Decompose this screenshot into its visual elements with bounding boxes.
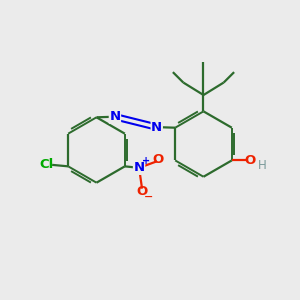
Text: Cl: Cl xyxy=(40,158,54,171)
Text: −: − xyxy=(144,192,153,202)
Text: N: N xyxy=(110,110,121,123)
Text: +: + xyxy=(142,156,150,166)
Text: O: O xyxy=(136,184,148,197)
Text: N: N xyxy=(151,121,162,134)
Text: O: O xyxy=(153,153,164,166)
Text: H: H xyxy=(258,159,267,172)
Text: N: N xyxy=(134,161,145,174)
Text: O: O xyxy=(244,154,255,167)
